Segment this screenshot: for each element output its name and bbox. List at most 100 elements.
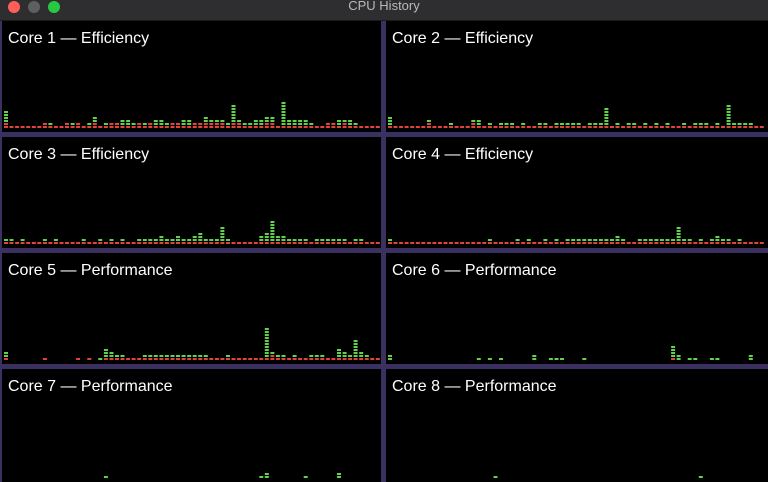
user-load-dot: [264, 352, 269, 354]
user-load-dot: [226, 355, 230, 357]
user-load-dot: [231, 120, 236, 122]
user-load-dot: [593, 239, 598, 241]
system-load-dot: [325, 123, 330, 125]
cpu-history-graph: [388, 227, 764, 244]
system-load-dot: [375, 126, 380, 128]
system-load-dot: [359, 126, 364, 128]
system-load-dot: [203, 242, 208, 244]
user-load-dot: [359, 239, 364, 241]
system-load-dot: [137, 126, 142, 128]
system-load-dot: [399, 242, 404, 244]
user-load-dot: [270, 117, 275, 119]
user-load-dot: [181, 239, 186, 241]
user-load-dot: [109, 355, 114, 357]
user-load-dot: [676, 230, 681, 232]
system-load-dot: [264, 358, 269, 360]
title-bar[interactable]: CPU History: [0, 0, 768, 21]
user-load-dot: [303, 123, 308, 125]
system-load-dot: [671, 242, 676, 244]
user-load-dot: [543, 239, 548, 241]
user-load-dot: [348, 355, 353, 357]
system-load-dot: [393, 242, 398, 244]
user-load-dot: [220, 236, 225, 238]
system-load-dot: [275, 126, 280, 128]
user-load-dot: [353, 355, 358, 357]
system-load-dot: [237, 123, 242, 125]
system-load-dot: [643, 242, 648, 244]
user-load-dot: [604, 111, 609, 113]
system-load-dot: [81, 242, 86, 244]
core-1-panel: Core 1 — Efficiency: [2, 21, 381, 132]
zoom-button[interactable]: [48, 1, 60, 13]
system-load-dot: [348, 358, 353, 360]
system-load-dot: [693, 242, 698, 244]
user-load-dot: [359, 352, 364, 354]
system-load-dot: [109, 358, 114, 360]
system-load-dot: [214, 358, 219, 360]
system-load-dot: [198, 358, 203, 360]
user-load-dot: [676, 227, 681, 229]
system-load-dot: [348, 126, 353, 128]
system-load-dot: [198, 126, 203, 128]
system-load-dot: [231, 123, 236, 125]
user-load-dot: [476, 358, 481, 360]
system-load-dot: [187, 126, 192, 128]
user-load-dot: [264, 349, 269, 351]
system-load-dot: [754, 126, 759, 128]
system-load-dot: [375, 358, 380, 360]
user-load-dot: [476, 120, 481, 122]
user-load-dot: [4, 114, 8, 116]
system-load-dot: [214, 123, 219, 125]
system-load-dot: [237, 358, 242, 360]
system-load-dot: [303, 126, 308, 128]
system-load-dot: [214, 242, 219, 244]
user-load-dot: [148, 355, 153, 357]
system-load-dot: [109, 242, 114, 244]
close-button[interactable]: [8, 1, 20, 13]
system-load-dot: [426, 242, 431, 244]
user-load-dot: [471, 120, 476, 122]
system-load-dot: [53, 126, 58, 128]
system-load-dot: [353, 358, 358, 360]
system-load-dot: [604, 242, 609, 244]
user-load-dot: [137, 239, 142, 241]
system-load-dot: [76, 126, 81, 128]
user-load-dot: [270, 230, 275, 232]
window-title: CPU History: [348, 0, 420, 13]
user-load-dot: [476, 123, 481, 125]
user-load-dot: [220, 230, 225, 232]
user-load-dot: [510, 123, 515, 125]
user-load-dot: [676, 233, 681, 235]
user-load-dot: [87, 123, 92, 125]
user-load-dot: [388, 120, 392, 122]
system-load-dot: [726, 126, 731, 128]
system-load-dot: [153, 126, 158, 128]
user-load-dot: [359, 355, 364, 357]
system-load-dot: [582, 126, 587, 128]
user-load-dot: [153, 120, 158, 122]
system-load-dot: [264, 242, 269, 244]
system-load-dot: [314, 358, 319, 360]
system-load-dot: [192, 242, 197, 244]
user-load-dot: [109, 352, 114, 354]
user-load-dot: [320, 239, 325, 241]
minimize-button[interactable]: [28, 1, 40, 13]
user-load-dot: [176, 239, 180, 241]
user-load-dot: [281, 102, 286, 104]
user-load-dot: [554, 358, 559, 360]
user-load-dot: [604, 120, 609, 122]
system-load-dot: [181, 126, 186, 128]
user-load-dot: [331, 239, 336, 241]
system-load-dot: [253, 358, 258, 360]
system-load-dot: [449, 126, 453, 128]
system-load-dot: [42, 126, 47, 128]
system-load-dot: [565, 126, 570, 128]
system-load-dot: [137, 242, 142, 244]
user-load-dot: [337, 239, 341, 241]
system-load-dot: [415, 126, 420, 128]
system-load-dot: [115, 126, 119, 128]
system-load-dot: [287, 242, 292, 244]
user-load-dot: [364, 355, 369, 357]
user-load-dot: [532, 358, 537, 360]
user-load-dot: [142, 355, 147, 357]
